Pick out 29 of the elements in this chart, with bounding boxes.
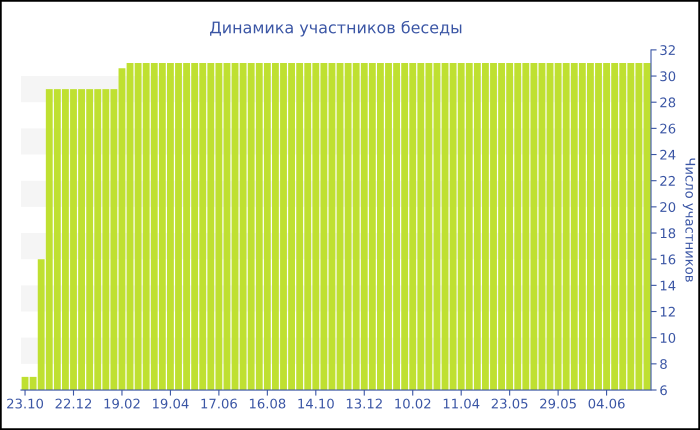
x-tick-label: 22.12 [56,398,92,408]
x-tick-label: 13.12 [346,398,382,409]
x-tick-label: 14.10 [298,398,334,409]
x-tick-label: 23.10 [7,398,44,409]
x-tick-label: 04.06 [588,398,625,409]
y-tick-label: 10 [660,332,676,343]
x-tick-label: 23.05 [492,398,528,409]
x-tick-label: 17.06 [201,398,237,409]
y-tick-label: 8 [660,359,667,370]
y-tick-label: 22 [660,176,675,186]
y-tick-label: 26 [660,124,676,134]
x-tick-label: 16.08 [250,398,286,409]
y-tick-label: 18 [660,228,676,238]
y-tick-label: 12 [660,306,675,317]
x-tick-label: 19.02 [104,398,140,409]
y-tick-label: 24 [660,150,676,160]
x-tick-label: 29.05 [540,398,576,409]
y-tick-label: 30 [660,71,676,82]
y-tick-label: 16 [660,254,676,264]
x-tick-label: 11.04 [444,398,480,409]
y-tick-label: 20 [660,202,676,212]
y-tick-label: 6 [660,385,667,396]
y-axis-title: Число участников [682,158,696,282]
y-tick-label: 14 [660,280,676,290]
y-tick-label: 32 [660,45,675,56]
x-tick-label: 10.02 [395,398,430,409]
chart-title: Динамика участников беседы [210,20,462,37]
x-tick-label: 19.04 [152,398,189,409]
y-tick-label: 28 [660,97,676,108]
